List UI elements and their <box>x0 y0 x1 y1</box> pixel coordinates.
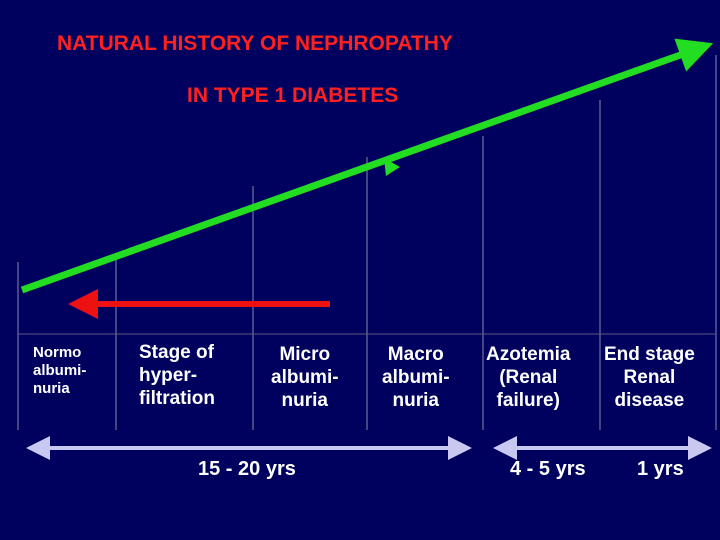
stage-label-microalbuminuria: Micro albumi- nuria <box>271 344 339 411</box>
stage-label-normoalbuminuria: Normo albumi- nuria <box>33 344 87 397</box>
duration-label-15-20: 15 - 20 yrs <box>198 458 296 480</box>
title-line-1: NATURAL HISTORY OF NEPHROPATHY <box>57 32 453 55</box>
title-line-2: IN TYPE 1 DIABETES <box>187 84 399 107</box>
midpoint-arrowhead <box>384 158 400 176</box>
stage-label-end-stage: End stage Renal disease <box>604 344 695 411</box>
stage-label-hyperfiltration: Stage of hyper- filtration <box>139 342 215 409</box>
duration-label-4-5: 4 - 5 yrs <box>510 458 586 480</box>
duration-label-1: 1 yrs <box>637 458 684 480</box>
progression-arrow <box>20 38 714 294</box>
stage-label-azotemia: Azotemia (Renal failure) <box>486 344 571 411</box>
stage-label-macroalbuminuria: Macro albumi- nuria <box>382 344 450 411</box>
